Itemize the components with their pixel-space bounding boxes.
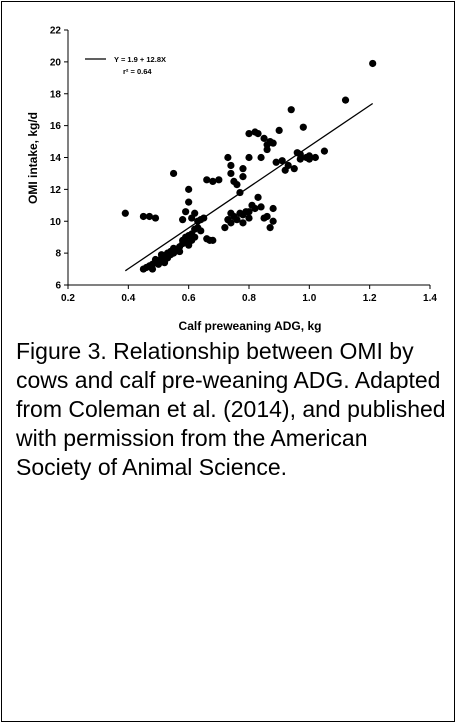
y-tick-label: 12 <box>50 185 62 196</box>
x-tick-label: 0.2 <box>61 293 75 304</box>
data-point <box>263 145 271 154</box>
data-point <box>290 165 298 173</box>
data-point <box>245 129 253 138</box>
data-point <box>257 153 265 162</box>
data-point <box>287 106 295 114</box>
data-point <box>320 147 329 155</box>
x-tick-label: 0.8 <box>242 293 256 304</box>
data-point <box>203 176 211 184</box>
data-point <box>254 193 262 201</box>
data-point <box>245 214 253 222</box>
data-point <box>272 158 280 166</box>
data-point <box>227 219 235 227</box>
legend-r-squared: r² = 0.64 <box>123 67 152 76</box>
data-point <box>169 169 178 178</box>
data-point <box>121 209 129 217</box>
data-point <box>221 224 229 232</box>
data-point <box>176 247 184 256</box>
data-point <box>299 123 307 131</box>
x-tick-label: 0.4 <box>121 293 135 304</box>
chart-axes: 0.2 0.4 0.6 0.8 1.0 1.2 1.4 6 8 10 12 14 16 18 20 22 <box>50 26 438 305</box>
data-point <box>227 161 235 170</box>
x-tick-label: 1.2 <box>363 293 377 304</box>
x-tick-label: 0.6 <box>182 293 196 304</box>
y-tick-label: 18 <box>50 89 62 100</box>
data-point <box>278 157 286 165</box>
data-point <box>305 155 313 163</box>
data-point <box>266 224 274 232</box>
data-point <box>233 180 241 189</box>
data-point <box>245 208 253 216</box>
data-point <box>227 169 235 178</box>
regression-line <box>124 102 374 272</box>
data-point <box>341 96 350 104</box>
data-point <box>254 129 262 138</box>
data-point <box>239 219 247 227</box>
y-tick-label: 8 <box>55 249 61 260</box>
legend-equation: Y = 1.9 + 12.8X <box>114 55 166 64</box>
y-axis-label: OMI intake, kg/d <box>26 112 40 204</box>
data-point <box>179 216 187 224</box>
data-point <box>260 134 268 142</box>
data-point <box>311 153 319 162</box>
data-point <box>296 155 304 163</box>
chart-legend: Y = 1.9 + 12.8X r² = 0.64 <box>85 55 166 76</box>
data-point <box>269 204 277 213</box>
data-point <box>197 227 205 235</box>
data-point <box>263 212 271 221</box>
data-point <box>185 185 193 193</box>
data-point <box>269 139 277 147</box>
data-point <box>185 198 193 206</box>
data-points <box>121 59 377 273</box>
data-point <box>369 59 377 68</box>
y-tick-label: 20 <box>50 57 62 68</box>
data-point <box>139 212 148 221</box>
y-tick-label: 22 <box>50 26 62 37</box>
data-point <box>145 212 154 221</box>
data-point <box>209 236 217 244</box>
data-point <box>257 203 265 211</box>
scatter-chart: 0.2 0.4 0.6 0.8 1.0 1.2 1.4 6 8 10 12 14 16 18 20 22 Y … <box>26 26 438 334</box>
data-point <box>251 204 259 213</box>
figure-caption: Figure 3. Relationship between OMI by co… <box>16 338 446 480</box>
data-point <box>191 209 199 217</box>
data-point <box>269 217 277 225</box>
data-point <box>284 161 292 170</box>
data-point <box>215 176 223 184</box>
data-point <box>245 153 253 162</box>
data-point <box>182 208 190 216</box>
y-tick-label: 6 <box>55 281 61 292</box>
x-axis-label: Calf preweaning ADG, kg <box>179 319 322 333</box>
data-point <box>239 165 247 173</box>
data-point <box>224 153 232 162</box>
data-point <box>239 173 247 181</box>
x-tick-label: 1.4 <box>423 293 437 304</box>
y-tick-label: 16 <box>50 121 62 132</box>
regression-line-group <box>124 102 374 272</box>
y-tick-label: 14 <box>50 153 62 164</box>
y-tick-label: 10 <box>50 217 62 228</box>
data-point <box>191 233 199 241</box>
data-point <box>209 177 217 186</box>
data-point <box>233 216 241 224</box>
data-point <box>275 126 283 135</box>
data-point <box>151 214 160 222</box>
x-tick-label: 1.0 <box>302 293 316 304</box>
